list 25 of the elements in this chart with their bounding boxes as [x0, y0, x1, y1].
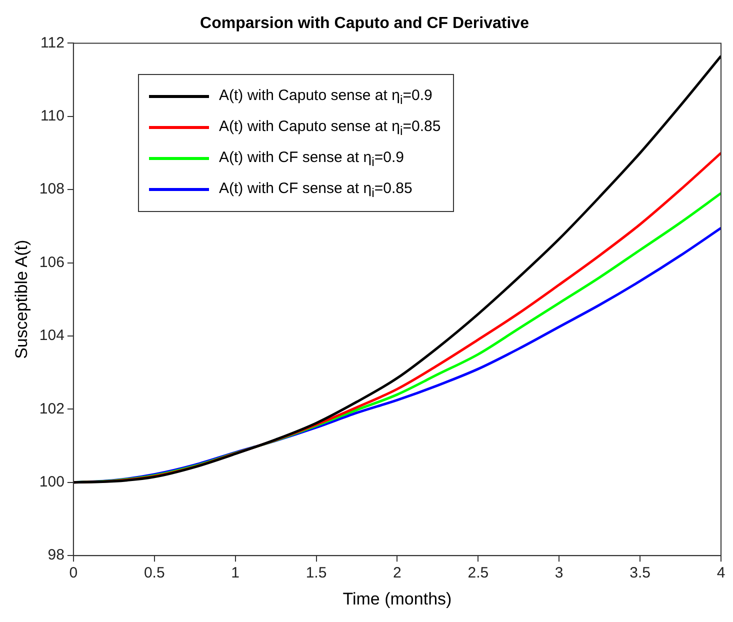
y-tick-label: 102 [39, 400, 64, 418]
y-tick-label: 106 [39, 254, 64, 271]
y-tick-label: 100 [39, 474, 64, 491]
y-tick-label: 110 [40, 108, 64, 125]
legend-label: A(t) with CF sense at η$_{i}$=0.9 [219, 148, 404, 168]
x-tick-label: 0.5 [144, 564, 165, 582]
legend-label: A(t) with Caputo sense at η$_{i}$=0.9 [219, 86, 432, 106]
y-axis-title: Susceptible A(t) [12, 240, 31, 359]
x-tick-label: 2.5 [468, 564, 489, 582]
chart-title: Comparsion with Caputo and CF Derivative [200, 15, 530, 32]
x-tick-label: 3 [554, 564, 564, 582]
y-tick-label: 104 [39, 327, 64, 344]
y-tick-label: 112 [40, 34, 64, 52]
x-tick-label: 1.5 [306, 564, 327, 582]
legend-label: A(t) with CF sense at η$_{i}$=0.85 [219, 180, 412, 200]
x-tick-label: 1 [231, 564, 240, 582]
x-tick-label: 3.5 [630, 564, 650, 582]
x-axis-title: Time (months) [342, 589, 452, 608]
x-tick-label: 0 [69, 564, 78, 582]
x-tick-label: 2 [393, 564, 402, 582]
y-tick-label: 108 [39, 180, 64, 198]
x-tick-label: 4 [716, 564, 726, 582]
legend-label: A(t) with Caputo sense at η$_{i}$=0.85 [219, 118, 441, 138]
y-tick-label: 98 [48, 546, 64, 564]
line-series [73, 54, 721, 484]
